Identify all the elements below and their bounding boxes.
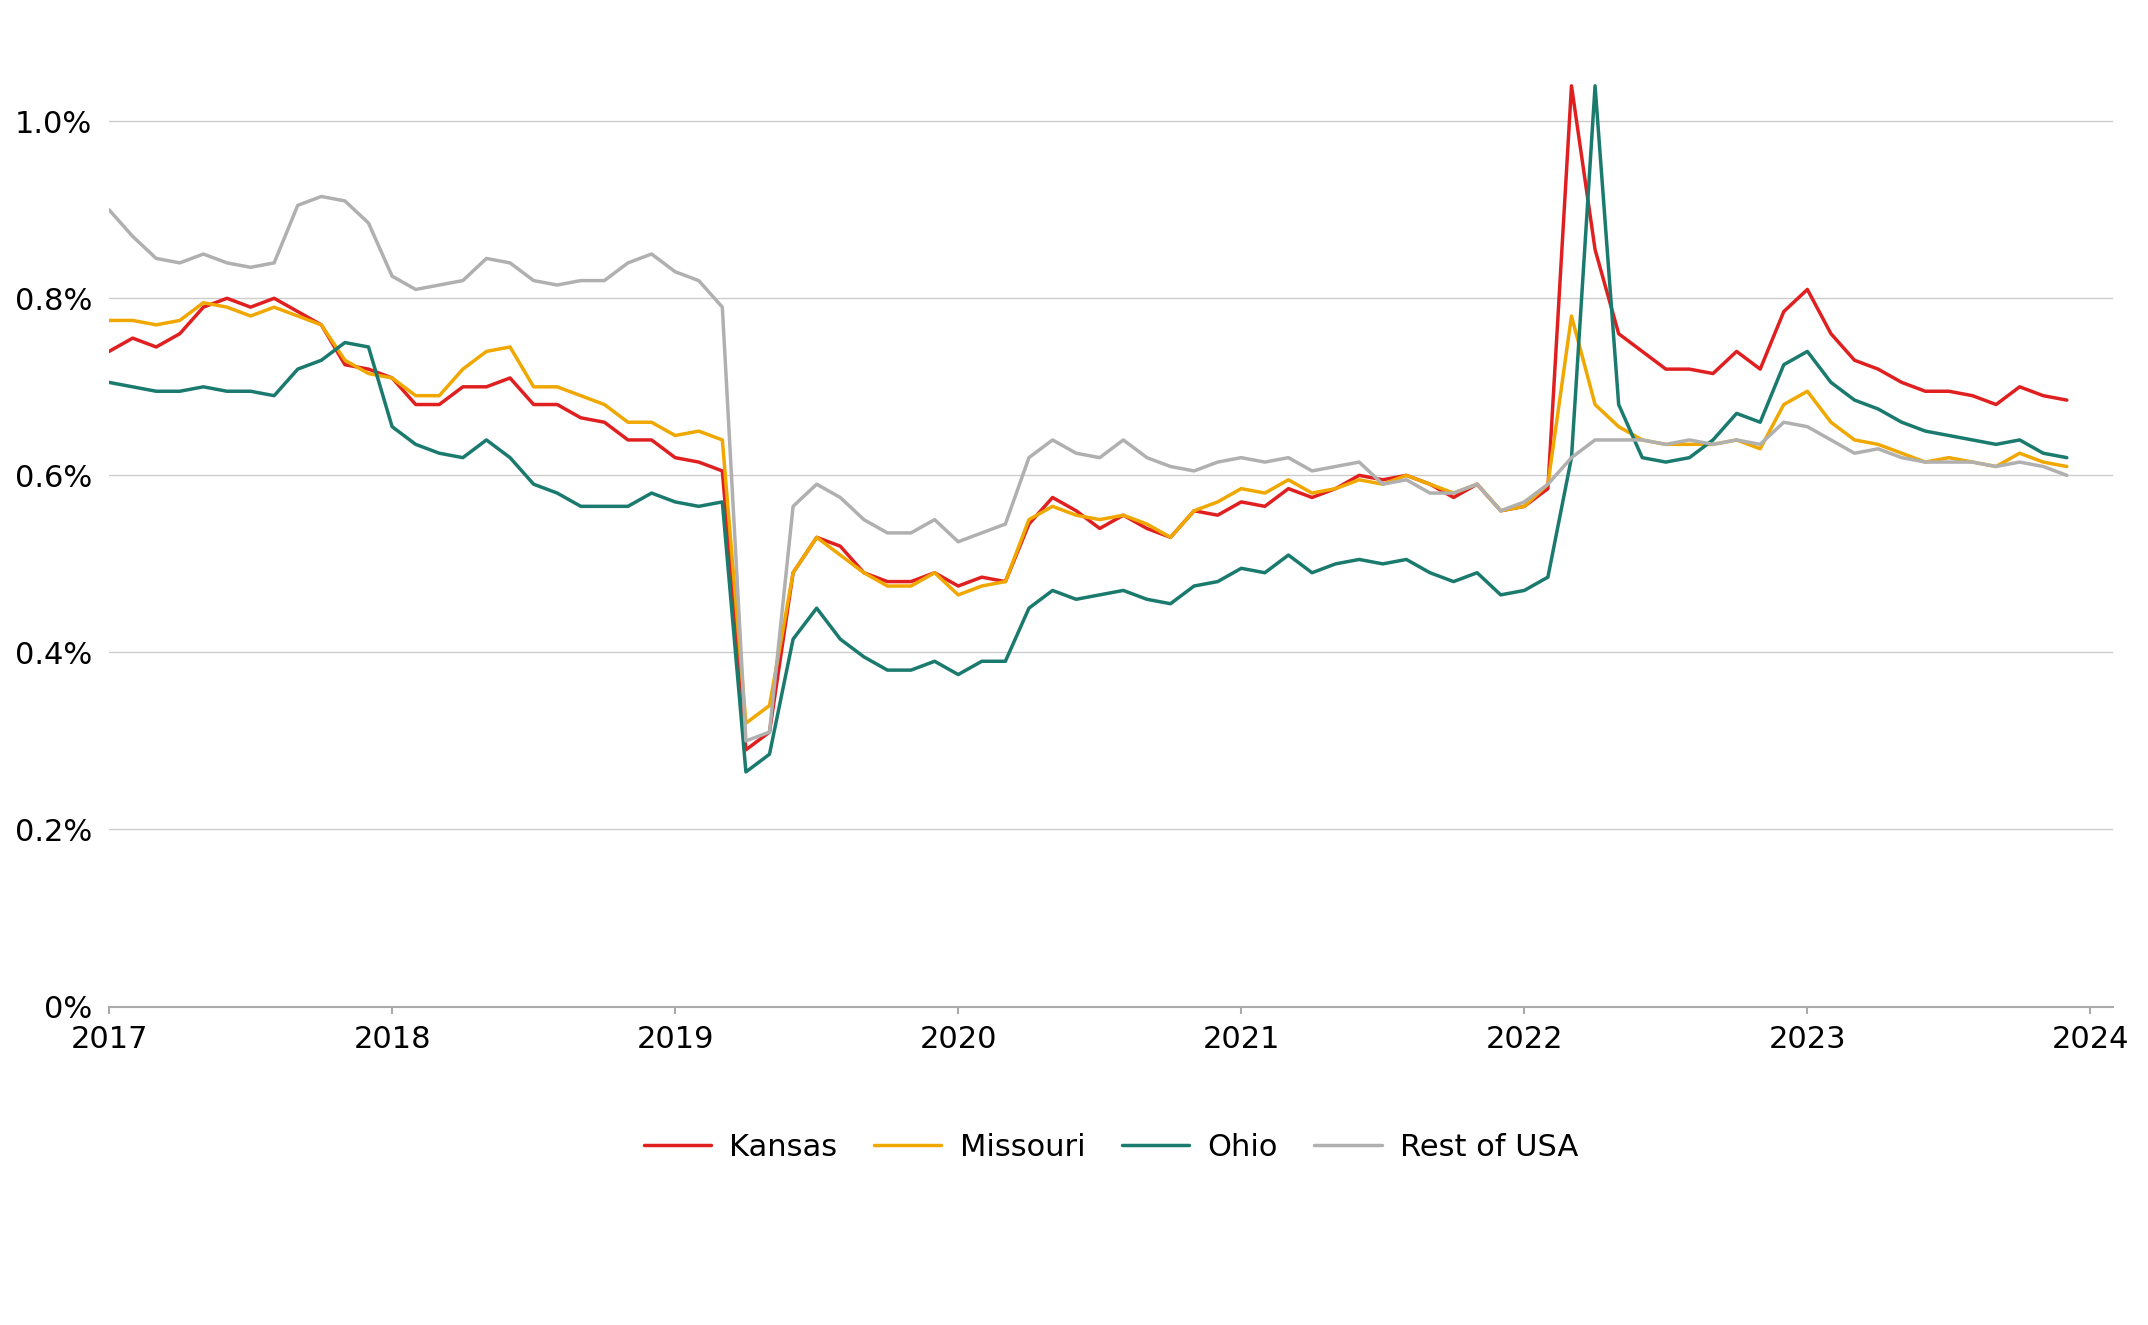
Ohio [1583, 78, 1609, 94]
Kansas [992, 574, 1018, 590]
Line: Missouri: Missouri [110, 302, 2066, 723]
Missouri [1016, 511, 1042, 527]
Legend: Kansas, Missouri, Ohio, Rest of USA: Kansas, Missouri, Ohio, Rest of USA [632, 1121, 1592, 1175]
Rest of USA [1111, 432, 1136, 448]
Line: Rest of USA: Rest of USA [110, 196, 2066, 741]
Rest of USA [1723, 432, 1748, 448]
Ohio [732, 765, 758, 780]
Ohio [120, 379, 146, 395]
Missouri [2053, 458, 2079, 474]
Line: Kansas: Kansas [110, 86, 2066, 750]
Rest of USA [732, 733, 758, 749]
Kansas [1723, 343, 1748, 359]
Missouri [120, 313, 146, 329]
Kansas [2053, 392, 2079, 408]
Missouri [732, 716, 758, 731]
Rest of USA [120, 228, 146, 244]
Missouri [1723, 432, 1748, 448]
Kansas [1087, 521, 1113, 537]
Ohio [1087, 587, 1113, 603]
Ohio [97, 375, 122, 391]
Line: Ohio: Ohio [110, 86, 2066, 772]
Rest of USA [1016, 449, 1042, 465]
Rest of USA [1630, 432, 1656, 448]
Missouri [97, 313, 122, 329]
Missouri [238, 307, 264, 323]
Kansas [1630, 343, 1656, 359]
Kansas [97, 343, 122, 359]
Missouri [191, 294, 217, 310]
Kansas [215, 290, 241, 306]
Ohio [215, 383, 241, 399]
Rest of USA [2053, 468, 2079, 484]
Ohio [2053, 449, 2079, 465]
Kansas [732, 742, 758, 758]
Kansas [1559, 78, 1585, 94]
Ohio [1723, 405, 1748, 421]
Ohio [1630, 449, 1656, 465]
Rest of USA [97, 201, 122, 217]
Rest of USA [309, 188, 335, 204]
Ohio [992, 653, 1018, 669]
Missouri [1111, 507, 1136, 523]
Kansas [120, 330, 146, 346]
Rest of USA [215, 254, 241, 270]
Missouri [1630, 432, 1656, 448]
